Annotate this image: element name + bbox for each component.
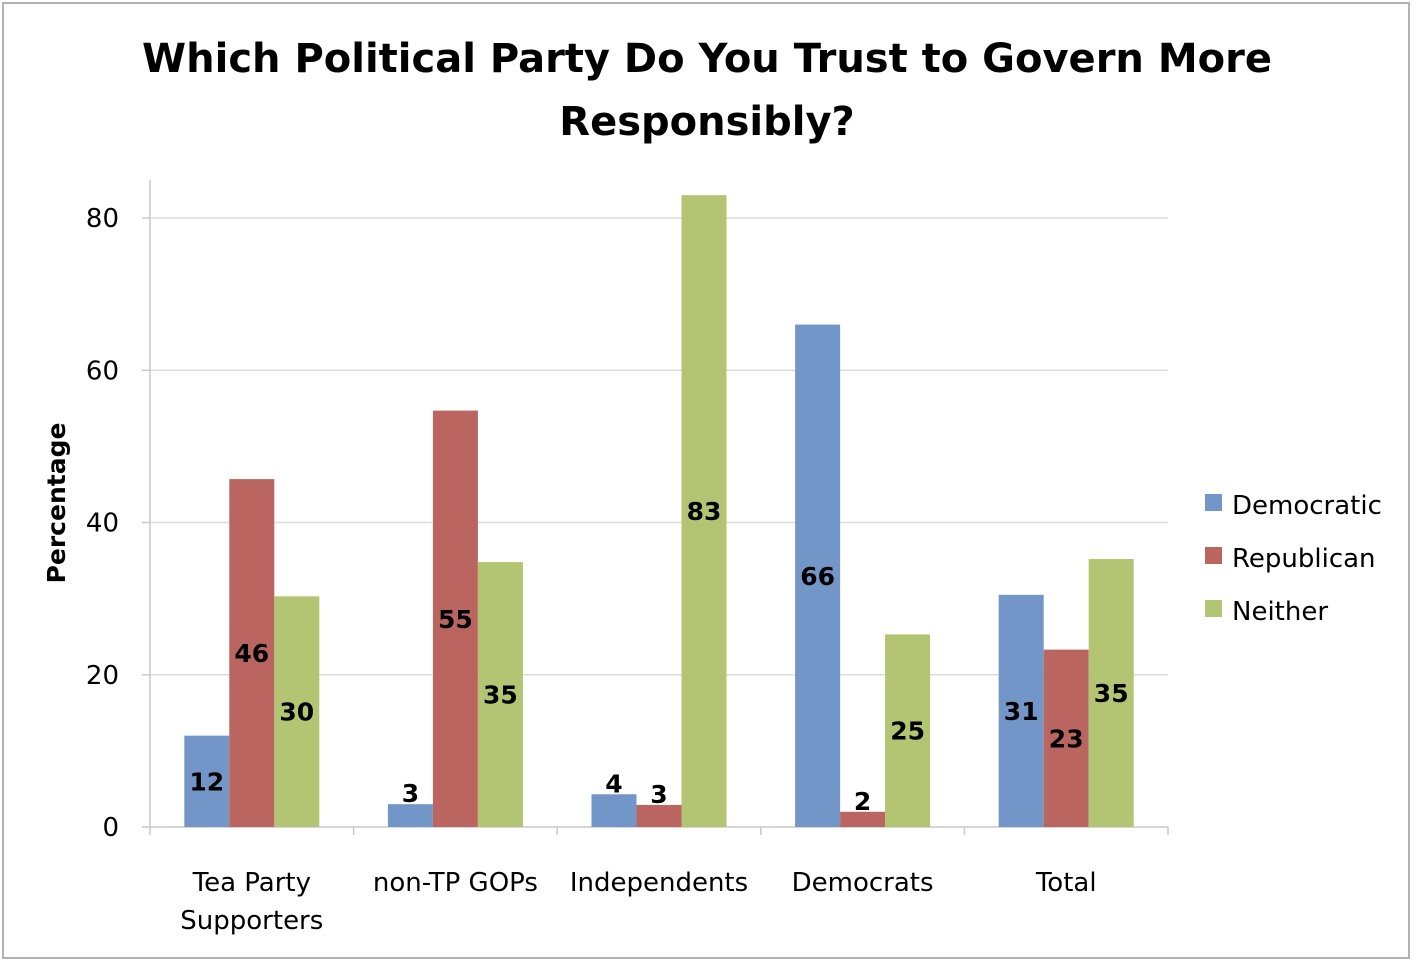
data-label-democratic-0: 12 [189,767,224,796]
bar-republican-4 [1043,649,1089,827]
data-label-neither-2: 83 [687,497,722,526]
bar-democratic-4 [998,594,1044,827]
x-tick-label-0-line-2: Supporters [180,906,323,936]
data-label-neither-4: 35 [1094,679,1129,708]
x-tick-label-0-line-1: Tea Party [192,868,311,898]
y-tick-label-60: 60 [86,356,119,386]
y-tick-label-40: 40 [86,509,119,539]
data-label-neither-1: 35 [483,681,518,710]
data-label-republican-4: 23 [1049,724,1084,753]
data-label-neither-0: 30 [279,698,314,727]
bar-neither-4 [1088,559,1134,827]
x-tick-label-4-line-1: Total [1035,868,1097,898]
data-label-democratic-3: 66 [800,562,835,591]
data-label-republican-2: 3 [650,780,667,809]
legend-swatch-democratic [1205,494,1222,511]
bar-democratic-1 [387,804,433,827]
y-tick-label-0: 0 [102,813,119,843]
data-label-republican-1: 55 [438,605,473,634]
y-tick-label-80: 80 [86,204,119,234]
bar-republican-0 [229,479,275,827]
bar-neither-3 [885,634,931,827]
data-label-democratic-1: 3 [402,779,419,808]
bar-republican-3 [840,811,886,827]
y-tick-label-20: 20 [86,661,119,691]
bar-democratic-2 [591,794,637,827]
bar-neither-2 [681,195,727,828]
legend-label-democratic: Democratic [1232,491,1382,521]
legend-swatch-neither [1205,600,1222,617]
x-tick-label-1-line-1: non-TP GOPs [373,868,538,898]
legend-label-republican: Republican [1232,544,1376,574]
bar-republican-1 [432,410,478,827]
legend-swatch-republican [1205,547,1222,564]
bar-neither-0 [274,596,320,827]
chart-title-line-1: Which Political Party Do You Trust to Go… [142,36,1272,82]
chart-canvas: Which Political Party Do You Trust to Go… [42,36,1382,936]
data-label-neither-3: 25 [890,717,925,746]
data-label-democratic-2: 4 [605,769,622,798]
x-tick-label-3-line-1: Democrats [792,868,934,898]
data-label-democratic-4: 31 [1004,697,1039,726]
chart-title-line-2: Responsibly? [559,99,854,145]
data-label-republican-3: 2 [854,787,871,816]
y-axis-label: Percentage [42,423,71,584]
bar-neither-1 [477,562,523,827]
x-tick-label-2-line-1: Independents [570,868,748,898]
bar-democratic-3 [795,324,841,827]
data-label-republican-0: 46 [234,639,269,668]
bar-democratic-0 [184,735,230,827]
bar-republican-2 [636,804,682,827]
legend-label-neither: Neither [1232,597,1328,627]
